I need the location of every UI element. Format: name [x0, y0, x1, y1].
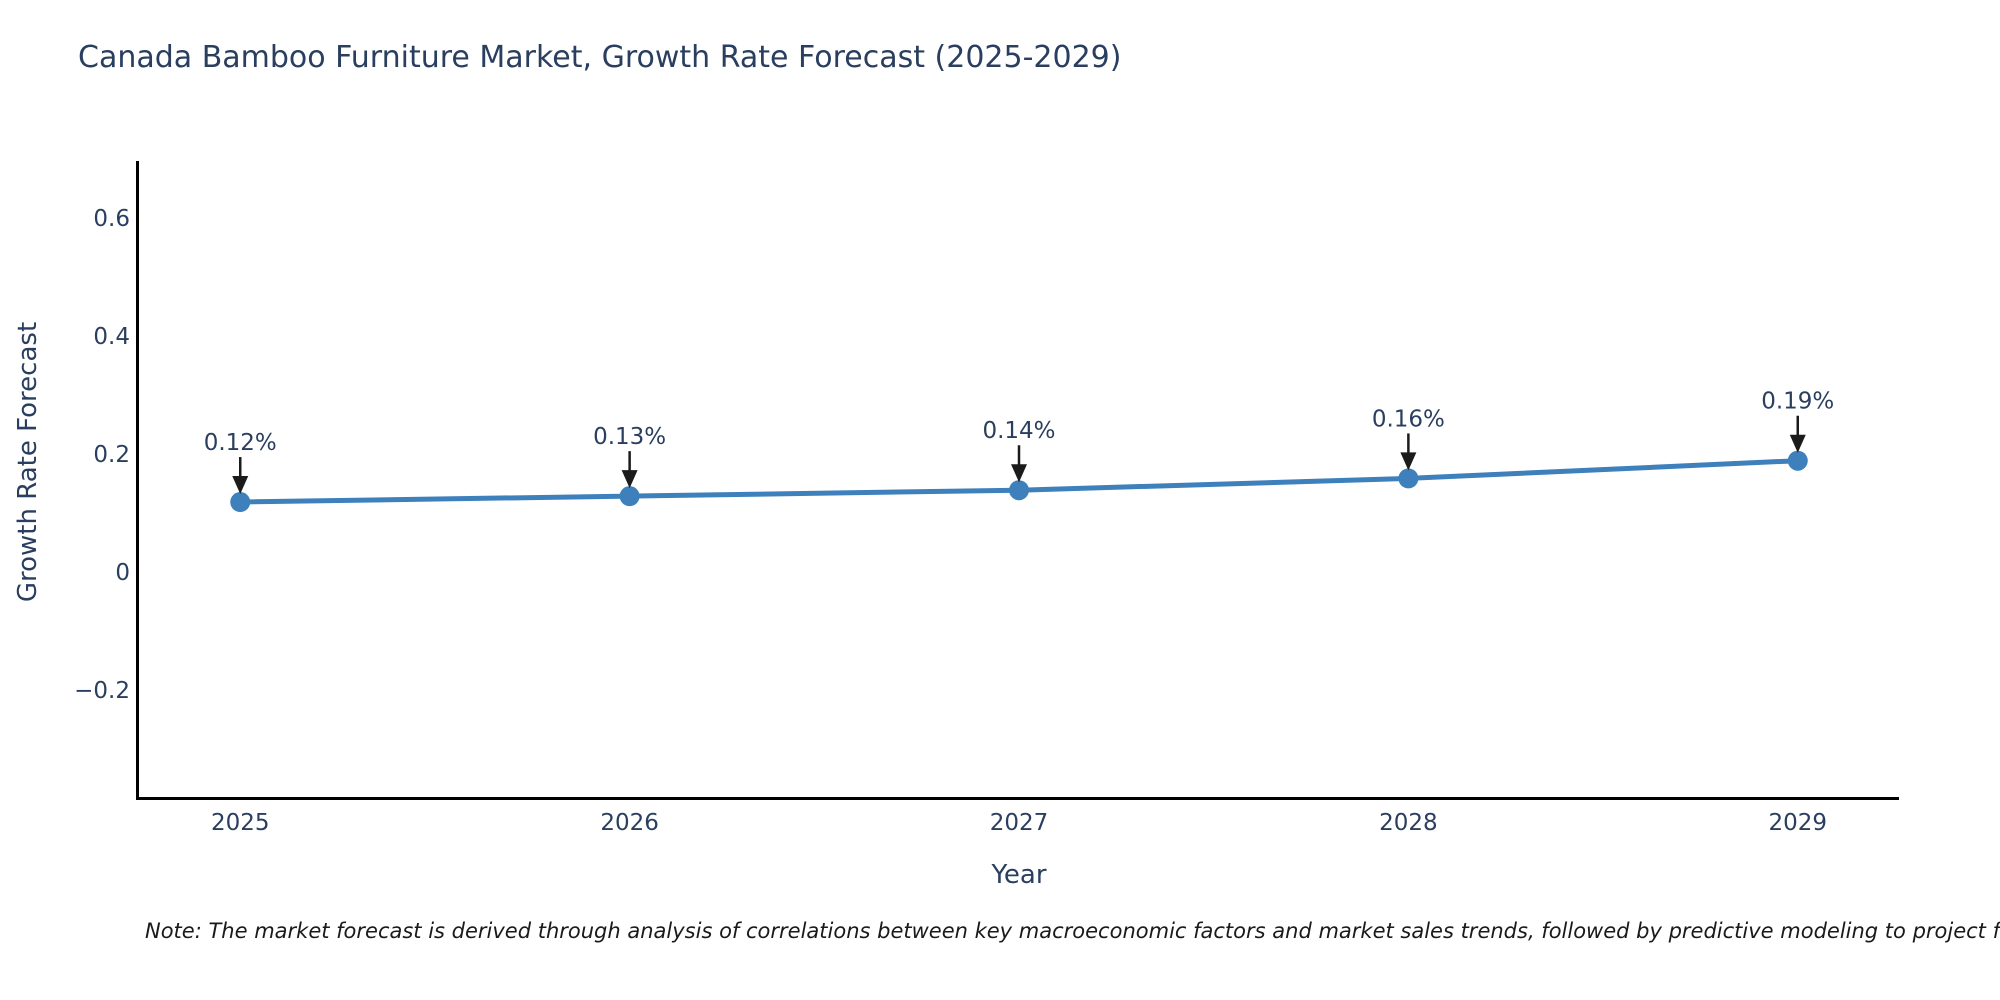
annotation-arrowhead: [232, 476, 249, 495]
data-point-label: 0.14%: [982, 418, 1055, 444]
data-point-label: 0.16%: [1372, 406, 1445, 432]
y-tick-label: 0.4: [93, 323, 130, 350]
data-point-marker: [619, 486, 640, 507]
footnote: Note: The market forecast is derived thr…: [145, 919, 2000, 943]
y-tick-label: −0.2: [74, 677, 130, 704]
x-tick-label: 2026: [600, 810, 659, 836]
x-tick-label: 2025: [210, 810, 270, 836]
plot-area: [136, 161, 1899, 800]
data-point-marker: [230, 492, 251, 513]
y-tick-label: 0.6: [93, 205, 130, 232]
annotation-arrowhead: [1789, 434, 1806, 453]
data-point-label: 0.13%: [593, 424, 666, 450]
data-point-label: 0.19%: [1761, 389, 1834, 415]
annotation-arrowhead: [1011, 464, 1027, 483]
x-axis-title: Year: [991, 860, 1047, 890]
data-point-label: 0.12%: [204, 430, 277, 456]
y-tick-label: 0.2: [93, 441, 130, 468]
annotation-arrowhead: [1400, 452, 1417, 471]
annotation-arrowhead: [621, 470, 638, 489]
data-point-marker: [1398, 468, 1419, 489]
x-tick-label: 2027: [989, 810, 1049, 836]
y-tick-label: 0: [115, 559, 130, 586]
x-tick-label: 2028: [1379, 810, 1438, 836]
data-point-marker: [1009, 480, 1029, 501]
chart-title: Canada Bamboo Furniture Market, Growth R…: [78, 40, 1122, 75]
data-point-marker: [1787, 450, 1808, 471]
x-tick-label: 2029: [1768, 810, 1828, 836]
